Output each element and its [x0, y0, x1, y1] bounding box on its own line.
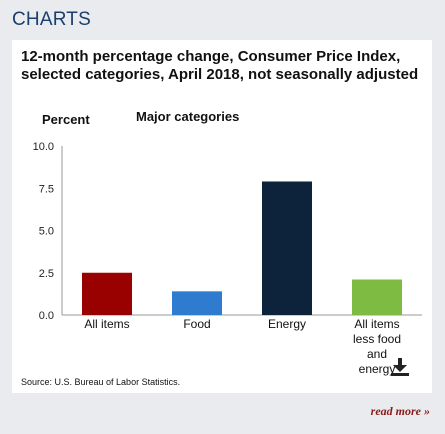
bar-3: [352, 279, 402, 315]
bar-0: [82, 272, 132, 315]
section-title: CHARTS: [12, 9, 91, 30]
x-tick-label: All items less food and energy: [353, 317, 401, 376]
bar-2: [262, 181, 312, 315]
y-tick-labels: 0.0 2.5 5.0 7.5 10.0: [33, 141, 54, 322]
x-tick-label: All items: [84, 317, 129, 331]
bar-chart: 0.02.55.07.510.0 All items Food Energy All …: [33, 141, 422, 376]
x-tick-label: Energy: [268, 317, 306, 331]
chart-bars: [82, 181, 402, 315]
y-axis-label: Percent: [42, 112, 90, 127]
source-note: Source: U.S. Bureau of Labor Statistics.: [21, 377, 181, 387]
chart-title: 12-month percentage change, Consumer Pri…: [21, 48, 419, 83]
x-tick-labels: All items Food Energy All items less food and…: [84, 317, 401, 376]
read-more-link[interactable]: read more »: [370, 404, 430, 418]
download-icon[interactable]: [390, 357, 410, 377]
chart-subtitle: Major categories: [136, 109, 240, 124]
y-tick-label: 0.0: [39, 310, 54, 322]
chart-card: 12-month percentage change, Consumer Pri…: [12, 40, 432, 393]
y-tick-label: 7.5: [39, 183, 54, 195]
bar-1: [172, 291, 222, 315]
x-tick-label: Food: [183, 317, 210, 331]
y-tick-label: 5.0: [39, 226, 54, 238]
y-tick-label: 2.5: [39, 268, 54, 280]
y-tick-label: 10.0: [33, 141, 54, 153]
